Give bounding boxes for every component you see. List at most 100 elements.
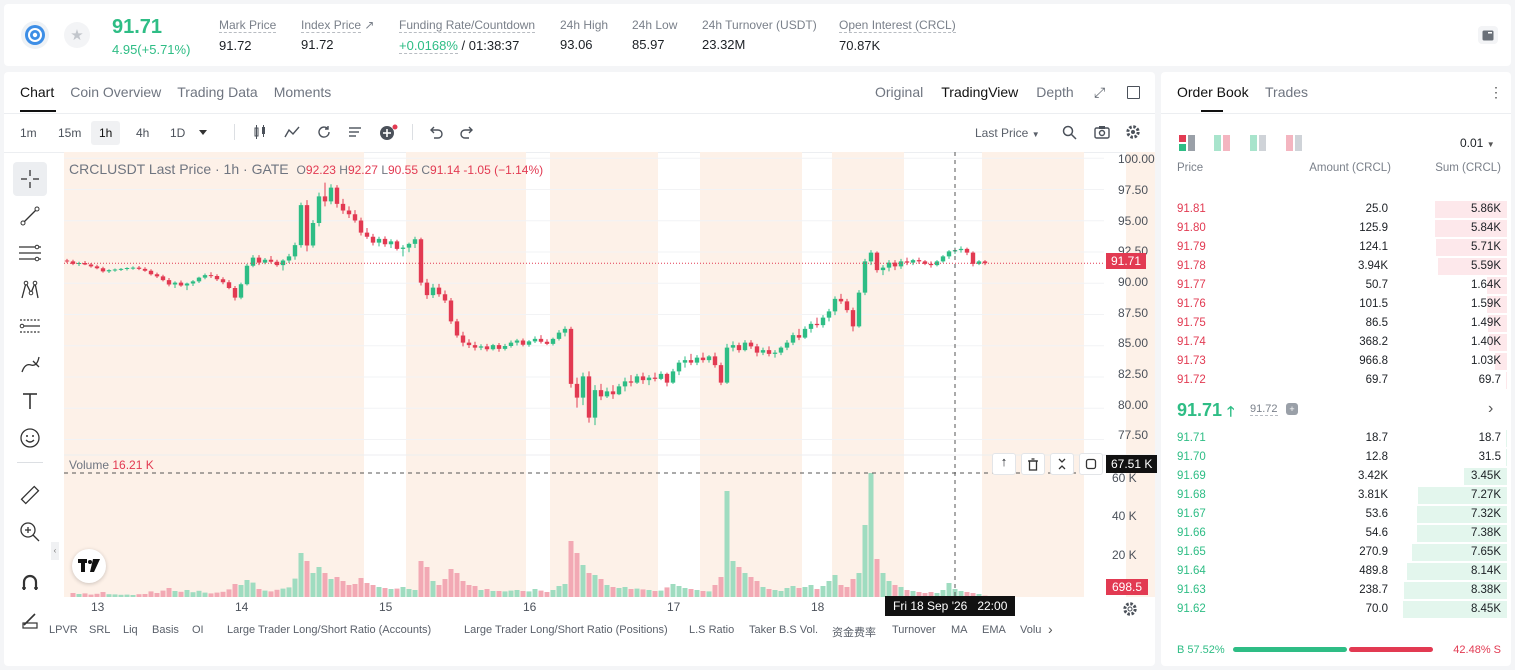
more-options-icon[interactable]: ⋮ [1489, 84, 1503, 100]
timeframe-dropdown-icon[interactable] [199, 130, 207, 135]
tab-depth[interactable]: Depth [1036, 84, 1074, 100]
indicator-ls-ratio[interactable]: L.S Ratio [689, 624, 735, 636]
index-price-stat[interactable]: Index Price ↗ 91.72 [301, 18, 375, 52]
asks-row[interactable]: 91.73 966.8 1.03K [1161, 352, 1511, 371]
tab-original[interactable]: Original [875, 84, 924, 100]
favorite-star-icon[interactable]: ★ [64, 22, 90, 48]
bids-row[interactable]: 91.67 53.6 7.32K [1161, 505, 1511, 524]
indicator-large-trader-accounts[interactable]: Large Trader Long/Short Ratio (Accounts) [227, 624, 432, 636]
redo-icon[interactable] [459, 124, 475, 145]
coin-logo[interactable] [21, 21, 49, 49]
indicator-turnover[interactable]: Turnover [892, 624, 936, 636]
bids-row[interactable]: 91.65 270.9 7.65K [1161, 543, 1511, 562]
volume-bar [436, 585, 442, 597]
settings-gear-icon[interactable] [1125, 124, 1141, 145]
timeframe-15m[interactable]: 15m [58, 126, 82, 140]
tab-moments[interactable]: Moments [273, 84, 332, 100]
indicator-oi[interactable]: OI [192, 624, 204, 636]
indicator-ema[interactable]: EMA [982, 624, 1006, 636]
chart-settings-icon[interactable] [1122, 601, 1138, 622]
layout-asks-icon[interactable] [1286, 135, 1302, 156]
indicator-liq[interactable]: Liq [123, 624, 138, 636]
tab-trades[interactable]: Trades [1265, 84, 1309, 100]
date-tick: 13 [91, 600, 105, 614]
chevron-right-icon[interactable]: › [1488, 400, 1494, 417]
tab-tradingview[interactable]: TradingView [941, 84, 1019, 100]
mid-price[interactable]: 91.71 🡑 [1177, 400, 1235, 420]
bids-row[interactable]: 91.68 3.81K 7.27K [1161, 486, 1511, 505]
asks-row[interactable]: 91.81 25.0 5.86K [1161, 200, 1511, 219]
external-link-icon[interactable]: ↗ [364, 18, 375, 32]
tab-chart[interactable]: Chart [20, 84, 55, 100]
bids-row[interactable]: 91.71 18.7 18.7 [1161, 429, 1511, 448]
notes-icon[interactable] [1478, 26, 1498, 44]
asks-row[interactable]: 91.80 125.9 5.84K [1161, 219, 1511, 238]
indicators-icon[interactable] [284, 124, 300, 145]
indicator-lpvr[interactable]: LPVR [49, 624, 78, 636]
tab-order-book[interactable]: Order Book [1177, 84, 1249, 100]
crosshair-tool-icon[interactable] [13, 162, 47, 196]
delete-icon[interactable] [1021, 453, 1045, 475]
indicator-ma[interactable]: MA [951, 624, 968, 636]
chevron-right-icon[interactable]: › [1048, 621, 1053, 637]
horizontal-lines-tool-icon[interactable] [13, 236, 47, 270]
indicator-srl[interactable]: SRL [89, 624, 111, 636]
indicator-volume[interactable]: Volu [1020, 624, 1042, 636]
replay-icon[interactable] [316, 124, 332, 145]
bids-row[interactable]: 91.62 70.0 8.45K [1161, 600, 1511, 619]
maximize-pane-icon[interactable] [1079, 453, 1103, 475]
indicator-large-trader-positions[interactable]: Large Trader Long/Short Ratio (Positions… [464, 624, 668, 636]
text-tool-icon[interactable] [13, 384, 47, 418]
collapse-pane-icon[interactable] [1050, 453, 1074, 475]
ruler-tool-icon[interactable] [13, 478, 47, 512]
timeframe-1h[interactable]: 1h [91, 121, 121, 145]
layout-split-icon[interactable] [1214, 135, 1230, 156]
asks-amount: 25.0 [1365, 203, 1388, 215]
emoji-tool-icon[interactable] [13, 421, 47, 455]
pattern-tool-icon[interactable] [13, 273, 47, 307]
timeframe-1d[interactable]: 1D [170, 126, 186, 140]
tab-trading-data[interactable]: Trading Data [177, 84, 258, 100]
zoom-in-tool-icon[interactable] [13, 515, 47, 549]
trend-line-tool-icon[interactable] [13, 199, 47, 233]
candle-type-icon[interactable] [252, 124, 268, 143]
indicator-basis[interactable]: Basis [152, 624, 179, 636]
tradingview-logo[interactable] [72, 549, 106, 583]
asks-row[interactable]: 91.78 3.94K 5.59K [1161, 257, 1511, 276]
magnet-tool-icon[interactable] [13, 566, 47, 600]
asks-row[interactable]: 91.79 124.1 5.71K [1161, 238, 1511, 257]
asks-row[interactable]: 91.72 69.7 69.7 [1161, 371, 1511, 390]
templates-icon[interactable] [347, 124, 363, 145]
expand-icon[interactable]: ⤢ [1094, 84, 1106, 100]
price-source-select[interactable]: Last Price ▼ [975, 126, 1040, 140]
fullscreen-icon[interactable] [1127, 86, 1140, 99]
indicator-funding-rate[interactable]: 资金费率 [832, 627, 876, 639]
asks-row[interactable]: 91.75 86.5 1.49K [1161, 314, 1511, 333]
asks-row[interactable]: 91.77 50.7 1.64K [1161, 276, 1511, 295]
bids-row[interactable]: 91.64 489.8 8.14K [1161, 562, 1511, 581]
timeframe-4h[interactable]: 4h [136, 126, 150, 140]
indicator-taker-vol[interactable]: Taker B.S Vol. [749, 624, 819, 636]
camera-icon[interactable] [1094, 125, 1110, 144]
precision-select[interactable]: 0.01 ▼ [1460, 136, 1495, 150]
layout-bids-icon[interactable] [1250, 135, 1266, 156]
move-up-button[interactable]: ↑ [992, 453, 1016, 475]
bids-row[interactable]: 91.66 54.6 7.38K [1161, 524, 1511, 543]
asks-row[interactable]: 91.76 101.5 1.59K [1161, 295, 1511, 314]
price-chart[interactable] [4, 152, 1155, 618]
bids-row[interactable]: 91.63 238.7 8.38K [1161, 581, 1511, 600]
collapse-toolbar-icon[interactable]: ‹ [51, 542, 59, 560]
bids-row[interactable]: 91.69 3.42K 3.45K [1161, 467, 1511, 486]
add-indicator-icon[interactable] [379, 124, 399, 147]
asks-row[interactable]: 91.74 368.2 1.40K [1161, 333, 1511, 352]
brush-tool-icon[interactable] [13, 347, 47, 381]
layout-both-icon[interactable] [1179, 135, 1195, 156]
tab-coin-overview[interactable]: Coin Overview [70, 84, 162, 100]
timeframe-1m[interactable]: 1m [20, 126, 37, 140]
undo-icon[interactable] [428, 124, 444, 145]
fib-tool-icon[interactable] [13, 310, 47, 344]
lock-pencil-tool-icon[interactable] [13, 602, 47, 636]
search-icon[interactable] [1062, 125, 1077, 145]
bids-row[interactable]: 91.70 12.8 31.5 [1161, 448, 1511, 467]
date-tick: 15 [379, 600, 393, 614]
